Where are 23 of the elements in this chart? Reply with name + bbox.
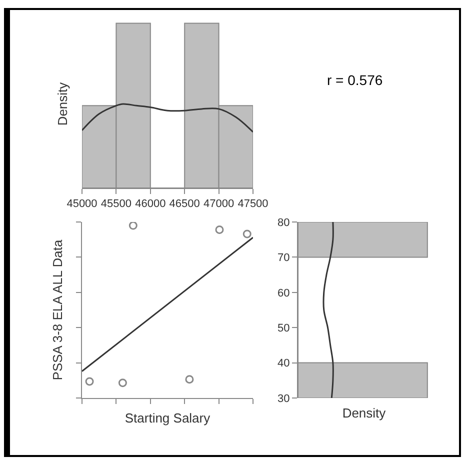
y-tick-label: 70 xyxy=(278,252,290,264)
x-tick-label: 45000 xyxy=(66,198,98,210)
x-tick-label: 47500 xyxy=(238,198,268,210)
y-tick-label: 60 xyxy=(278,287,290,300)
x-tick-label: 46000 xyxy=(135,198,166,210)
point xyxy=(215,225,224,234)
point xyxy=(242,230,252,238)
y-tick-label: 50 xyxy=(278,322,290,334)
x-axis-title: Density xyxy=(342,406,386,421)
point xyxy=(185,375,194,384)
x-tick-label: 46500 xyxy=(169,198,200,210)
y-tick-label: 40 xyxy=(278,358,290,370)
y-tick-label: 80 xyxy=(278,216,290,229)
y-axis-title: PSSA 3-8 ELA ALL Data xyxy=(50,239,65,380)
x-tick-label: 47000 xyxy=(204,198,234,210)
point xyxy=(85,377,94,386)
point xyxy=(128,222,138,230)
x-tick-label: 45500 xyxy=(100,198,132,210)
x-axis-title: Starting Salary xyxy=(124,410,211,426)
text: r = 0.576 xyxy=(327,72,383,88)
point xyxy=(118,378,127,388)
y-tick-label: 30 xyxy=(278,392,290,405)
y-axis-title: Density xyxy=(54,82,70,126)
